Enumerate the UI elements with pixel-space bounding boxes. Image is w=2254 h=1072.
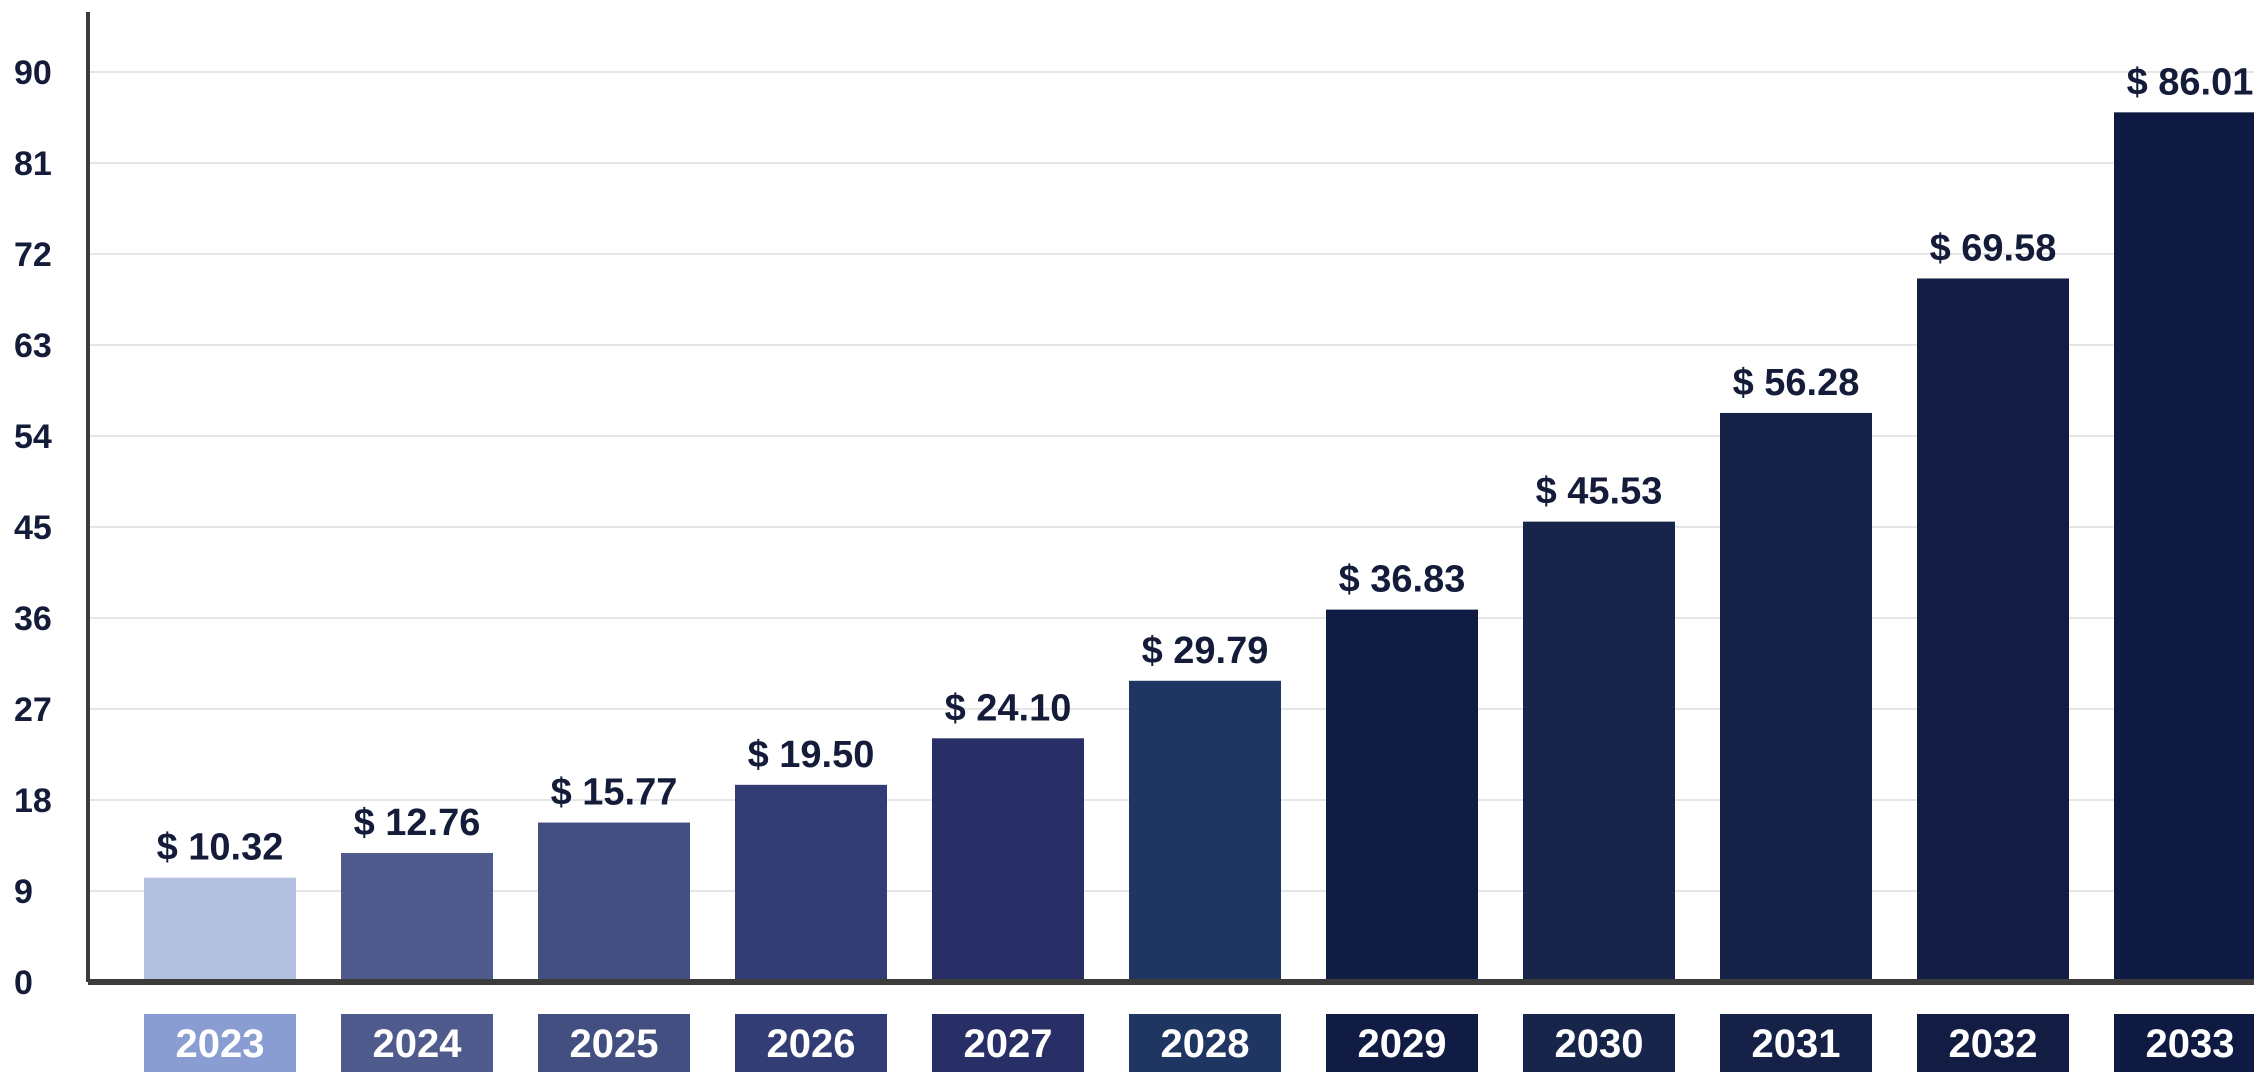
y-tick-label: 90 [14,54,52,92]
category-box-2031 [1720,1014,1872,1072]
y-tick-label: 54 [14,418,52,456]
category-label-2026: 2026 [767,1022,856,1066]
category-box-2030 [1523,1014,1675,1072]
y-tick-label: 81 [14,145,52,183]
category-box-2033 [2114,1014,2254,1072]
y-tick-label: 9 [14,873,33,911]
category-label-2029: 2029 [1358,1022,1447,1066]
bar-2030 [1523,521,1675,982]
category-box-2028 [1129,1014,1281,1072]
category-label-2032: 2032 [1949,1022,2038,1066]
bar-2026 [735,784,887,982]
value-label-2023: $ 10.32 [157,827,284,869]
value-label-2033: $ 86.01 [2127,61,2254,103]
bar-2029 [1326,609,1478,982]
y-tick-label: 0 [14,964,33,1002]
value-label-2032: $ 69.58 [1930,227,2057,269]
bar-2032 [1917,278,2069,983]
bar-2023 [144,877,296,982]
category-label-2023: 2023 [176,1022,265,1066]
value-label-2024: $ 12.76 [354,802,481,844]
category-label-2024: 2024 [373,1022,463,1066]
category-label-2027: 2027 [964,1022,1053,1066]
y-tick-label: 36 [14,600,52,638]
category-box-2023 [144,1014,296,1072]
bar-2027 [932,738,1084,982]
value-label-2031: $ 56.28 [1733,362,1860,404]
y-tick-label: 27 [14,691,52,729]
category-label-2025: 2025 [570,1022,659,1066]
value-labels: $ 10.32 $ 12.76 $ 15.77 $ 19.50 $ 24.10 $ 29.… [157,61,2254,868]
category-label-2033: 2033 [2146,1022,2235,1066]
value-label-2025: $ 15.77 [551,772,678,814]
value-label-2029: $ 36.83 [1339,559,1466,601]
bar-2033 [2114,112,2254,983]
category-label-2031: 2031 [1752,1022,1841,1066]
value-label-2027: $ 24.10 [945,687,1072,729]
category-box-2029 [1326,1014,1478,1072]
value-label-2028: $ 29.79 [1142,630,1269,672]
y-tick-label: 18 [14,782,52,820]
y-tick-label: 45 [14,509,52,547]
category-box-2026 [735,1014,887,1072]
bar-2025 [538,822,690,982]
x-axis-categories: 2023 2024 2025 2026 2027 2028 2029 2030 2031 2032… [144,1014,2254,1072]
category-label-2030: 2030 [1555,1022,1644,1066]
bar-2031 [1720,412,1872,982]
category-label-2028: 2028 [1161,1022,1250,1066]
y-tick-label: 63 [14,327,52,365]
bar-2028 [1129,680,1281,982]
gridlines [88,71,2254,892]
value-label-2026: $ 19.50 [748,734,875,776]
category-box-2032 [1917,1014,2069,1072]
y-tick-label: 72 [14,236,52,274]
category-box-2027 [932,1014,1084,1072]
bars [144,112,2254,983]
bar-2024 [341,852,493,982]
value-label-2030: $ 45.53 [1536,471,1663,513]
category-box-2025 [538,1014,690,1072]
category-box-2024 [341,1014,493,1072]
y-axis-ticks: 0 9 18 27 36 45 54 63 72 81 90 [14,54,52,1002]
